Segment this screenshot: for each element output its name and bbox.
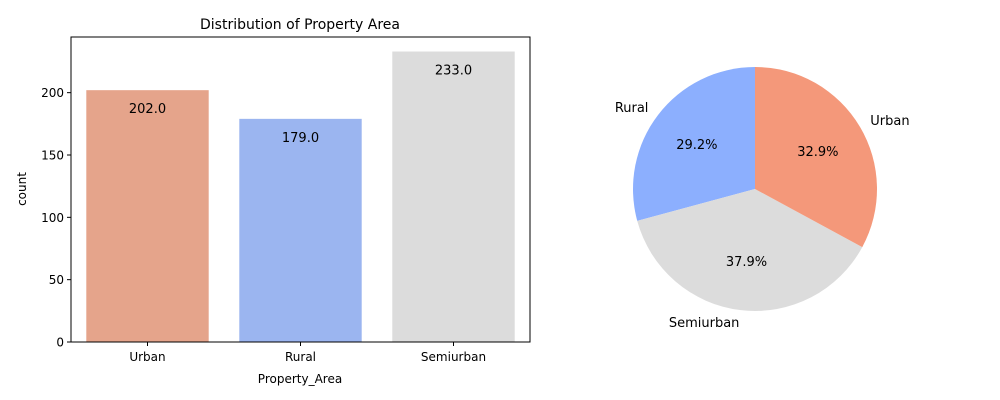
bar-chart-title: Distribution of Property Area: [200, 17, 400, 33]
pie-category-label: Urban: [870, 114, 909, 129]
x-tick-label: Rural: [285, 350, 316, 364]
pie-category-label: Semiurban: [669, 316, 740, 331]
y-tick-label: 100: [41, 211, 64, 225]
pie-category-label: Rural: [615, 101, 649, 116]
bar-data-label: 179.0: [282, 131, 319, 146]
y-tick-label: 150: [41, 148, 64, 162]
bar-urban: [86, 90, 209, 342]
pie-percent-labels: 29.2% 37.9% 32.9%: [676, 138, 838, 270]
bar-data-labels: 202.0 179.0 233.0: [129, 64, 472, 146]
pie-slice-semiurban: [637, 189, 863, 311]
bar-semiurban: [392, 51, 515, 343]
pie-slices: [632, 67, 877, 311]
pie-chart: 29.2% 37.9% 32.9% Rural Semiurban Urban: [615, 67, 910, 331]
pie-category-labels: Rural Semiurban Urban: [615, 101, 910, 331]
plot-frame: [70, 36, 531, 343]
y-tick-label: 50: [49, 273, 64, 287]
pie-percent-label: 32.9%: [797, 145, 838, 160]
bar-data-label: 202.0: [129, 102, 166, 117]
x-tick-label: Semiurban: [421, 350, 486, 364]
bars-group: [86, 51, 515, 343]
pie-slice-rural: [632, 67, 755, 221]
x-tick-label: Urban: [129, 350, 165, 364]
y-axis-label: count: [15, 172, 29, 206]
x-axis-ticks: Urban Rural Semiurban: [129, 342, 486, 364]
bar-rural: [239, 118, 362, 342]
y-tick-label: 0: [56, 336, 64, 350]
pie-slice-urban: [755, 67, 877, 248]
bar-data-label: 233.0: [435, 64, 472, 79]
pie-percent-label: 37.9%: [726, 255, 767, 270]
y-tick-label: 200: [41, 86, 64, 100]
x-axis-label: Property_Area: [258, 372, 342, 386]
pie-percent-label: 29.2%: [676, 138, 717, 153]
bar-chart: Distribution of Property Area 202.0 179.0…: [15, 17, 531, 386]
y-axis-ticks: 0 50 100 150 200: [41, 86, 71, 350]
